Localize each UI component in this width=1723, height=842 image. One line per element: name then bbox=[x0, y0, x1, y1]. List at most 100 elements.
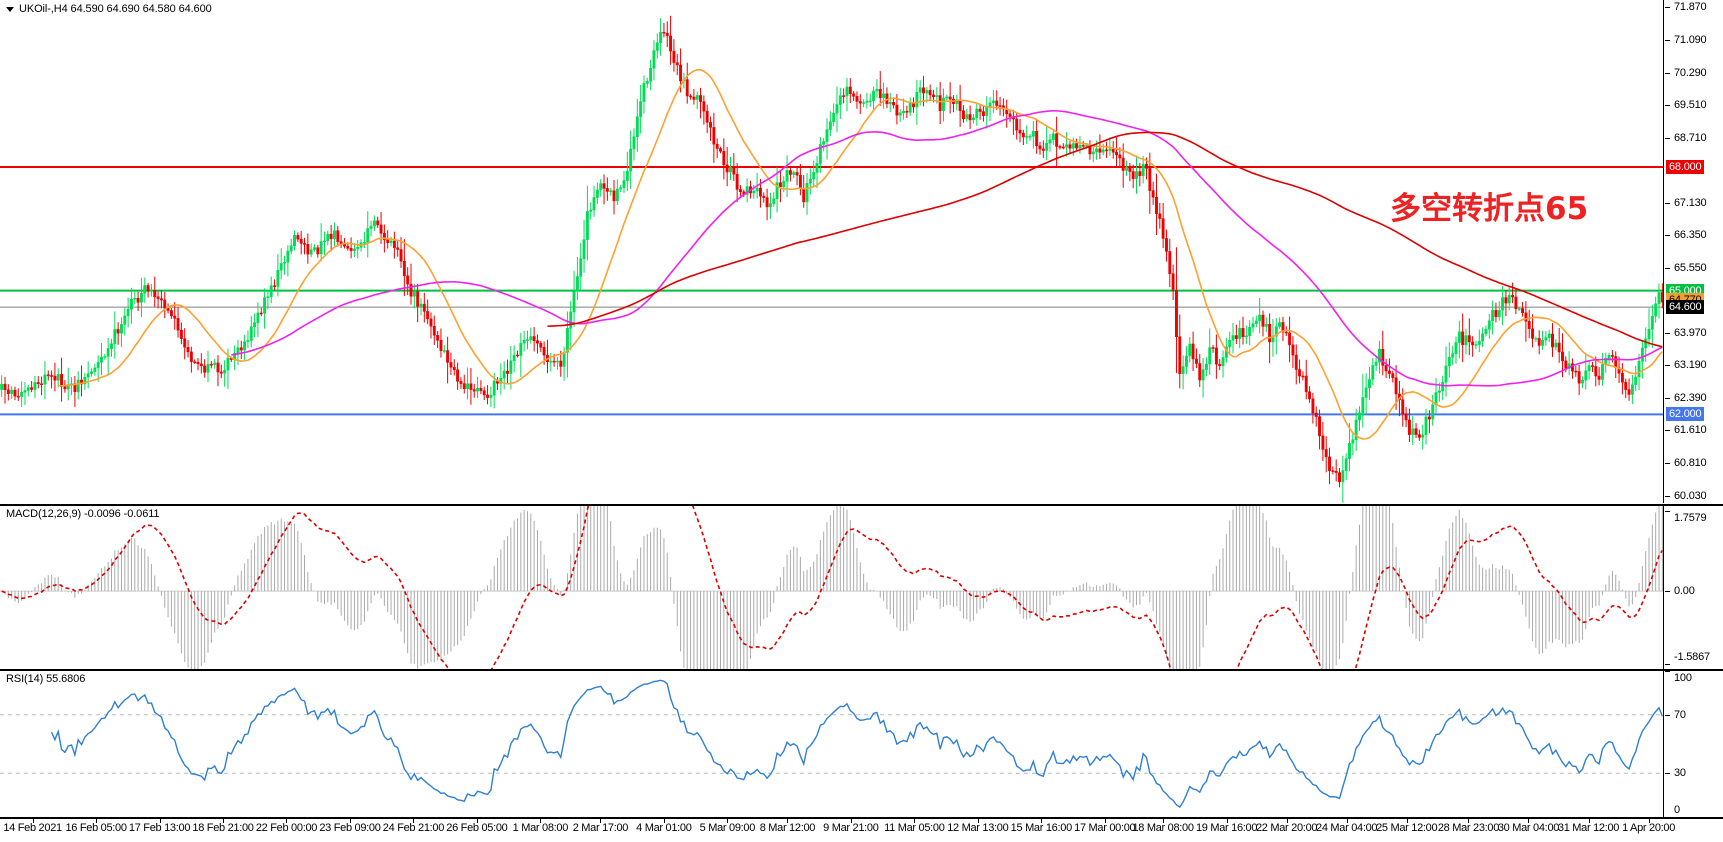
time-axis-tick bbox=[1104, 819, 1106, 823]
time-axis-label: 22 Mar 20:00 bbox=[1255, 822, 1318, 834]
time-axis-label: 5 Mar 09:00 bbox=[699, 822, 756, 834]
time-axis-label: 17 Mar 00:00 bbox=[1074, 822, 1136, 834]
rsi-axis-tick bbox=[1665, 773, 1670, 775]
price-axis[interactable]: 71.870 71.090 70.290 69.510 68.710 67.130 66.3… bbox=[1664, 0, 1723, 504]
price-tag-last[interactable]: 64.600 bbox=[1666, 300, 1705, 315]
price-axis-tick bbox=[1665, 430, 1670, 432]
price-axis-label: 62.390 bbox=[1674, 392, 1707, 405]
time-axis-label: 1 Mar 08:00 bbox=[512, 822, 569, 834]
time-axis-label: 23 Feb 09:00 bbox=[319, 822, 381, 834]
time-axis-label: 25 Mar 12:00 bbox=[1376, 822, 1438, 834]
price-axis-tick bbox=[1665, 333, 1670, 335]
price-plot-area[interactable] bbox=[0, 0, 1664, 503]
rsi-panel: 100 70 30 0 RSI(14) 55.6806 bbox=[0, 670, 1723, 818]
time-axis-label: 8 Mar 12:00 bbox=[759, 822, 816, 834]
rsi-svg bbox=[0, 679, 1663, 809]
time-axis-label: 18 Mar 08:00 bbox=[1132, 822, 1194, 834]
time-axis-tick bbox=[1406, 819, 1408, 823]
time-axis-label: 24 Mar 04:00 bbox=[1316, 822, 1378, 834]
macd-axis-label: 1.7579 bbox=[1674, 511, 1707, 524]
time-axis-tick bbox=[476, 819, 478, 823]
time-axis-label: 28 Mar 23:00 bbox=[1437, 822, 1500, 834]
time-axis-tick bbox=[413, 819, 415, 823]
price-axis-label: 70.290 bbox=[1674, 66, 1707, 79]
triangle-down-icon[interactable] bbox=[6, 6, 14, 12]
time-axis-label: 17 Feb 13:00 bbox=[128, 822, 191, 834]
macd-svg bbox=[0, 506, 1663, 669]
price-chart-panel: 71.870 71.090 70.290 69.510 68.710 67.130 66.3… bbox=[0, 0, 1723, 505]
macd-plot-area[interactable] bbox=[0, 506, 1664, 669]
macd-panel: 1.7579 0.00 -1.5867 MACD(12,26,9) -0.0096 … bbox=[0, 505, 1723, 670]
time-axis-tick bbox=[727, 819, 729, 823]
time-axis-label: 30 Mar 04:00 bbox=[1497, 822, 1560, 834]
time-axis-label: 15 Mar 16:00 bbox=[1010, 822, 1073, 834]
time-axis-tick bbox=[1648, 819, 1650, 823]
rsi-axis-tick bbox=[1665, 714, 1670, 716]
time-axis-label: 12 Mar 13:00 bbox=[947, 822, 1009, 834]
chart-annotation-text: 多空转折点65 bbox=[1390, 191, 1589, 227]
time-axis-tick bbox=[1286, 819, 1288, 823]
rsi-axis-label: 70 bbox=[1674, 708, 1686, 721]
time-axis-label: 18 Feb 21:00 bbox=[192, 822, 254, 834]
time-axis-tick bbox=[1041, 819, 1043, 823]
time-axis-label: 22 Feb 00:00 bbox=[255, 822, 318, 834]
time-axis-tick bbox=[1588, 819, 1590, 823]
time-axis-tick bbox=[1163, 819, 1165, 823]
time-axis-tick bbox=[286, 819, 288, 823]
macd-axis-tick bbox=[1665, 663, 1670, 665]
time-axis-tick bbox=[540, 819, 542, 823]
price-axis-label: 67.130 bbox=[1674, 196, 1707, 209]
chart-header: UKOil-,H4 64.590 64.690 64.580 64.600 bbox=[6, 3, 212, 15]
price-axis-tick bbox=[1665, 137, 1670, 139]
time-axis-label: 2 Mar 17:00 bbox=[572, 822, 629, 834]
time-axis-tick bbox=[1528, 819, 1530, 823]
macd-axis[interactable]: 1.7579 0.00 -1.5867 bbox=[1664, 506, 1723, 669]
time-axis-tick bbox=[850, 819, 852, 823]
price-axis-label: 68.710 bbox=[1674, 131, 1707, 144]
rsi-axis-label: 30 bbox=[1674, 767, 1686, 780]
rsi-axis-tick bbox=[1665, 671, 1670, 672]
time-axis-tick bbox=[914, 819, 916, 823]
price-axis-label: 61.610 bbox=[1674, 424, 1707, 437]
price-axis-label: 60.810 bbox=[1674, 457, 1707, 470]
price-axis-tick bbox=[1665, 365, 1670, 367]
price-tag-resistance[interactable]: 68.000 bbox=[1666, 159, 1705, 174]
time-axis-tick bbox=[1226, 819, 1228, 823]
price-axis-tick bbox=[1665, 104, 1670, 106]
time-axis-label: 16 Feb 05:00 bbox=[65, 822, 127, 834]
time-axis-label: 4 Mar 01:00 bbox=[636, 822, 692, 834]
rsi-axis-label: 100 bbox=[1674, 672, 1692, 684]
time-axis-label: 9 Mar 21:00 bbox=[823, 822, 879, 834]
time-axis[interactable]: 14 Feb 2021 16 Feb 05:00 17 Feb 13:00 18 Fe… bbox=[0, 818, 1723, 842]
time-axis-tick bbox=[1346, 819, 1348, 823]
price-tag-support[interactable]: 62.000 bbox=[1666, 407, 1705, 422]
time-axis-label: 1 Apr 20:00 bbox=[1622, 822, 1676, 834]
price-axis-label: 60.030 bbox=[1674, 489, 1707, 502]
macd-axis-label: 0.00 bbox=[1674, 585, 1695, 598]
rsi-plot-area[interactable] bbox=[0, 671, 1664, 817]
time-axis-tick bbox=[223, 819, 224, 823]
time-axis-label: 24 Feb 21:00 bbox=[382, 822, 445, 834]
time-axis-tick bbox=[663, 819, 665, 823]
price-axis-label: 63.190 bbox=[1674, 359, 1707, 372]
time-axis-label: 14 Feb 2021 bbox=[3, 822, 62, 834]
price-axis-label: 71.870 bbox=[1674, 1, 1707, 14]
symbol-period-ohlc: UKOil-,H4 64.590 64.690 64.580 64.600 bbox=[19, 3, 212, 15]
price-axis-tick bbox=[1665, 267, 1670, 269]
rsi-axis-label: 0 bbox=[1674, 804, 1680, 816]
macd-axis-label: -1.5867 bbox=[1674, 650, 1710, 663]
time-axis-tick bbox=[600, 819, 602, 823]
price-axis-tick bbox=[1665, 39, 1670, 41]
macd-title: MACD(12,26,9) -0.0096 -0.0611 bbox=[6, 508, 160, 520]
price-axis-label: 65.550 bbox=[1674, 261, 1707, 274]
time-axis-tick bbox=[977, 819, 979, 823]
price-candles-svg bbox=[0, 15, 1663, 503]
time-axis-label: 19 Mar 16:00 bbox=[1195, 822, 1258, 834]
price-axis-tick bbox=[1665, 72, 1670, 74]
rsi-title: RSI(14) 55.6806 bbox=[6, 673, 86, 685]
price-axis-label: 63.970 bbox=[1674, 327, 1707, 340]
rsi-axis[interactable]: 100 70 30 0 bbox=[1664, 671, 1723, 817]
price-axis-tick bbox=[1665, 463, 1670, 465]
price-axis-tick bbox=[1665, 398, 1670, 400]
